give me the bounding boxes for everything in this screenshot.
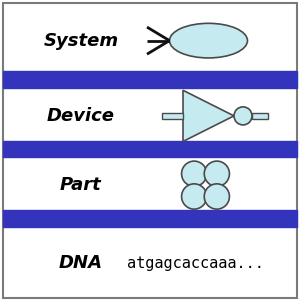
- Circle shape: [204, 161, 230, 186]
- Text: Device: Device: [47, 107, 115, 125]
- Bar: [3, 71, 297, 88]
- Polygon shape: [183, 90, 234, 141]
- Circle shape: [182, 161, 207, 186]
- Bar: [3, 210, 297, 226]
- Circle shape: [182, 184, 207, 209]
- Circle shape: [204, 184, 230, 209]
- Text: DNA: DNA: [59, 254, 103, 272]
- Text: System: System: [44, 32, 118, 50]
- Bar: [3, 141, 297, 157]
- Ellipse shape: [169, 23, 247, 58]
- Bar: [252, 113, 268, 119]
- Bar: [162, 113, 183, 119]
- Circle shape: [234, 107, 252, 125]
- Text: Part: Part: [60, 176, 102, 194]
- Text: atgagcaccaaa...: atgagcaccaaa...: [127, 256, 263, 271]
